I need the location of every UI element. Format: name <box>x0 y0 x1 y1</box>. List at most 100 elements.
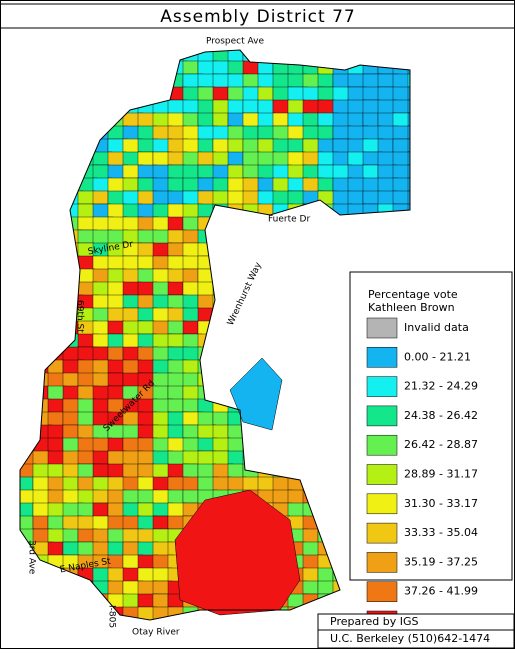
precinct <box>77 450 95 465</box>
precinct <box>32 450 51 466</box>
title-box <box>0 3 515 29</box>
precinct <box>182 242 201 258</box>
precinct <box>272 151 290 168</box>
footer-text: U.C. Berkeley (510)642-1474 <box>330 632 490 645</box>
precinct <box>287 138 304 153</box>
precinct <box>362 86 381 101</box>
precinct <box>47 398 64 414</box>
precinct <box>167 177 184 193</box>
precinct <box>77 216 95 231</box>
precinct <box>242 99 259 114</box>
precinct <box>122 177 139 192</box>
precinct <box>182 138 201 155</box>
precinct <box>62 424 79 440</box>
precinct <box>302 112 319 127</box>
precinct <box>407 151 410 168</box>
precinct <box>227 138 244 154</box>
legend-swatch <box>366 581 398 602</box>
precinct <box>212 424 229 441</box>
precinct <box>167 190 184 207</box>
street-label: 3rd Ave <box>27 540 37 575</box>
precinct <box>317 86 335 101</box>
street-label: I-805 <box>107 605 117 628</box>
precinct <box>407 138 410 153</box>
precinct <box>47 541 64 557</box>
precinct <box>317 177 334 192</box>
precinct <box>227 164 244 181</box>
legend-title: Kathleen Brown <box>368 301 455 314</box>
precinct <box>92 281 109 297</box>
precinct <box>122 294 140 309</box>
precinct <box>362 190 381 205</box>
precinct <box>182 476 199 493</box>
precinct <box>62 528 79 543</box>
precinct <box>302 541 320 558</box>
precinct <box>212 437 231 452</box>
precinct <box>272 99 291 115</box>
precinct <box>107 372 124 387</box>
precinct <box>377 138 394 155</box>
legend-label: 35.19 - 37.25 <box>404 555 478 568</box>
precinct <box>137 359 155 374</box>
precinct <box>332 112 350 129</box>
precinct <box>317 73 334 88</box>
legend-label: 33.33 - 35.04 <box>404 526 478 539</box>
legend: Percentage vote Kathleen Brown Invalid d… <box>349 271 513 632</box>
precinct <box>152 424 170 440</box>
precinct <box>407 112 410 130</box>
precinct <box>77 411 95 428</box>
precinct <box>62 450 81 467</box>
precinct <box>227 112 245 128</box>
precinct <box>227 463 244 479</box>
street-label: Fuerte Dr <box>268 215 310 225</box>
precinct <box>92 515 109 531</box>
precinct <box>182 112 199 129</box>
precinct <box>47 424 64 441</box>
precinct <box>92 346 109 362</box>
precinct <box>62 411 80 426</box>
legend-label: 37.26 - 41.99 <box>404 585 478 598</box>
precinct <box>137 151 154 167</box>
precinct <box>122 333 141 350</box>
legend-label: 26.42 - 28.87 <box>404 438 478 451</box>
precinct <box>182 216 199 232</box>
precinct <box>347 151 366 167</box>
precinct <box>197 294 216 310</box>
legend-swatch <box>366 493 398 515</box>
precinct <box>302 528 319 545</box>
precinct <box>137 242 156 259</box>
legend-swatch <box>366 464 398 485</box>
precinct <box>167 164 186 181</box>
precinct <box>332 138 351 155</box>
precinct <box>137 255 154 270</box>
precinct <box>317 99 336 115</box>
precinct <box>407 177 410 194</box>
precinct <box>407 73 410 91</box>
precinct <box>272 125 290 141</box>
precinct <box>137 450 156 465</box>
precinct <box>317 125 334 142</box>
precinct <box>137 320 156 335</box>
precinct <box>137 476 155 491</box>
precinct <box>407 86 410 103</box>
precinct <box>197 164 216 179</box>
precinct <box>257 125 275 140</box>
precinct <box>227 99 244 115</box>
precinct <box>107 541 124 558</box>
precinct <box>122 307 141 323</box>
precinct <box>77 502 94 518</box>
precinct <box>227 60 246 75</box>
precinct <box>332 73 350 90</box>
precinct <box>407 164 410 183</box>
precinct <box>167 424 184 441</box>
precinct <box>242 164 260 179</box>
legend-swatch <box>366 347 398 368</box>
precinct <box>77 190 96 205</box>
precinct <box>122 593 139 610</box>
precinct <box>152 528 170 544</box>
precinct <box>152 320 170 337</box>
precinct <box>92 190 109 205</box>
legend-title: Percentage vote <box>368 288 458 301</box>
precinct <box>122 190 140 206</box>
